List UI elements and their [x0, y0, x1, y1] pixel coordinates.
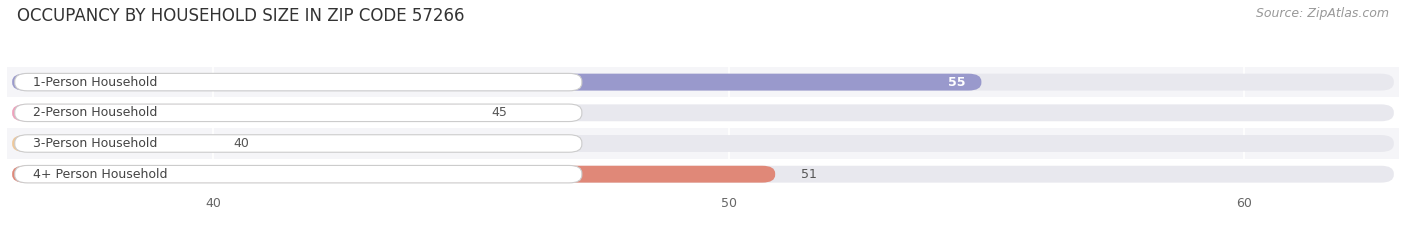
FancyBboxPatch shape: [13, 104, 1393, 121]
Text: Source: ZipAtlas.com: Source: ZipAtlas.com: [1256, 7, 1389, 20]
Text: 3-Person Household: 3-Person Household: [32, 137, 157, 150]
Bar: [7, 128, 1399, 159]
Text: 4+ Person Household: 4+ Person Household: [32, 168, 167, 181]
Text: 40: 40: [233, 137, 250, 150]
FancyBboxPatch shape: [14, 73, 582, 91]
FancyBboxPatch shape: [14, 165, 582, 183]
Text: OCCUPANCY BY HOUSEHOLD SIZE IN ZIP CODE 57266: OCCUPANCY BY HOUSEHOLD SIZE IN ZIP CODE …: [17, 7, 464, 25]
FancyBboxPatch shape: [13, 166, 1393, 183]
Text: 45: 45: [492, 106, 508, 119]
FancyBboxPatch shape: [13, 104, 465, 121]
Bar: [7, 97, 1399, 128]
Text: 2-Person Household: 2-Person Household: [32, 106, 157, 119]
FancyBboxPatch shape: [13, 74, 981, 91]
FancyBboxPatch shape: [13, 135, 208, 152]
FancyBboxPatch shape: [13, 74, 1393, 91]
Bar: [7, 67, 1399, 97]
FancyBboxPatch shape: [13, 135, 1393, 152]
FancyBboxPatch shape: [14, 135, 582, 152]
FancyBboxPatch shape: [14, 104, 582, 122]
Text: 55: 55: [949, 76, 966, 89]
Text: 51: 51: [801, 168, 817, 181]
FancyBboxPatch shape: [13, 166, 775, 183]
Bar: [7, 159, 1399, 189]
Text: 1-Person Household: 1-Person Household: [32, 76, 157, 89]
